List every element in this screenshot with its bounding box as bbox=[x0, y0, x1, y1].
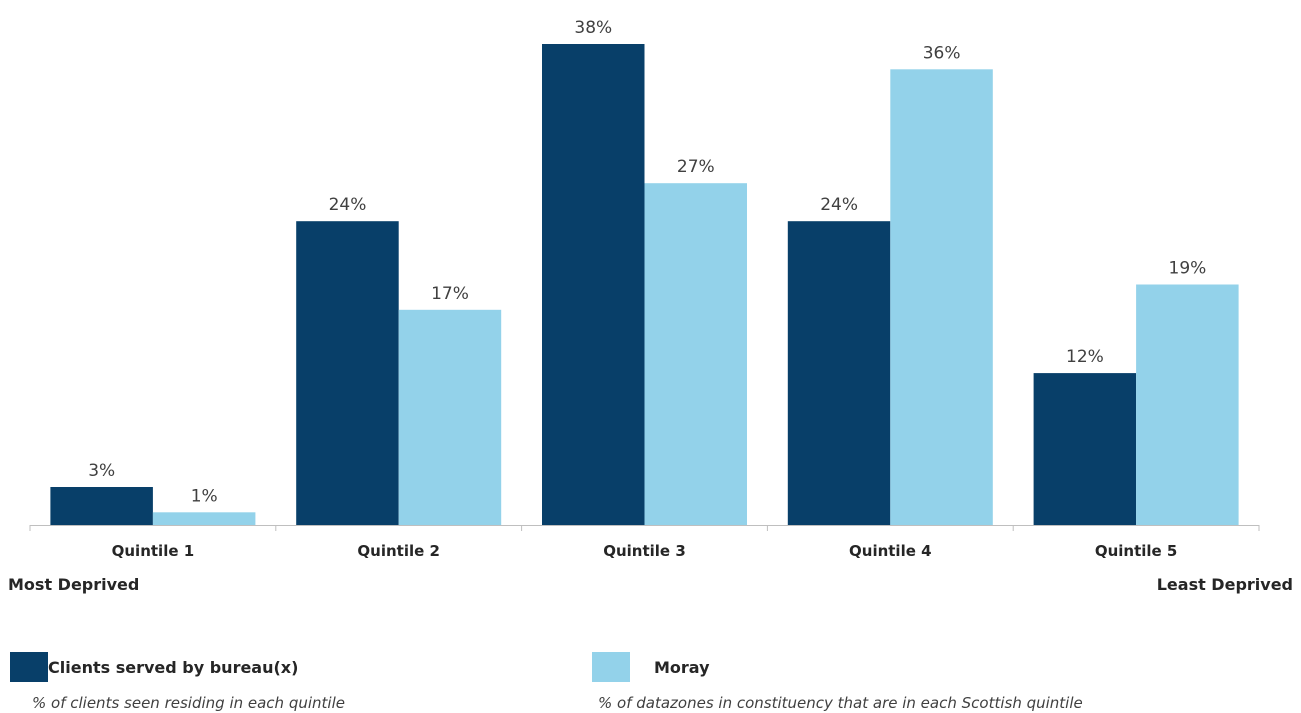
legend-swatch-clients bbox=[10, 652, 48, 682]
bar-clients-q1 bbox=[50, 487, 153, 525]
data-label-clients-q1: 3% bbox=[88, 461, 115, 481]
legend-description-moray: % of datazones in constituency that are … bbox=[598, 694, 1083, 712]
legend-label-clients: Clients served by bureau(x) bbox=[48, 658, 299, 677]
legend-description-clients: % of clients seen residing in each quint… bbox=[32, 694, 345, 712]
bar-chart: 3% 1% Quintile 1 24% 17% Quintile 2 38% 27% Quin… bbox=[29, 18, 1260, 560]
bar-clients-q2 bbox=[296, 221, 399, 525]
most-deprived-label: Most Deprived bbox=[8, 575, 140, 594]
least-deprived-label: Least Deprived bbox=[1156, 575, 1293, 594]
data-label-clients-q3: 38% bbox=[574, 18, 612, 38]
legend-label-moray: Moray bbox=[654, 658, 710, 677]
x-tick-label-q3: Quintile 3 bbox=[603, 542, 686, 560]
data-label-moray-q1: 1% bbox=[191, 486, 218, 506]
bar-moray-q4 bbox=[890, 69, 993, 526]
bar-clients-q3 bbox=[542, 44, 645, 525]
bar-moray-q5 bbox=[1136, 284, 1239, 525]
data-label-moray-q4: 36% bbox=[923, 43, 961, 63]
bar-moray-q2 bbox=[398, 309, 502, 525]
bar-moray-q3 bbox=[644, 183, 747, 525]
data-label-clients-q2: 24% bbox=[329, 195, 367, 215]
x-tick-label-q2: Quintile 2 bbox=[357, 542, 440, 560]
data-label-moray-q5: 19% bbox=[1169, 259, 1207, 279]
bar-moray-q1 bbox=[152, 512, 256, 525]
data-label-moray-q3: 27% bbox=[677, 157, 715, 177]
x-tick-label-q5: Quintile 5 bbox=[1095, 542, 1178, 560]
x-tick-label-q1: Quintile 1 bbox=[112, 542, 195, 560]
bar-clients-q5 bbox=[1033, 373, 1137, 525]
x-tick-label-q4: Quintile 4 bbox=[849, 542, 932, 560]
data-label-clients-q5: 12% bbox=[1066, 347, 1104, 367]
legend-swatch-moray bbox=[592, 652, 630, 682]
bar-clients-q4 bbox=[787, 221, 891, 525]
data-label-clients-q4: 24% bbox=[820, 195, 858, 215]
data-label-moray-q2: 17% bbox=[431, 284, 469, 304]
